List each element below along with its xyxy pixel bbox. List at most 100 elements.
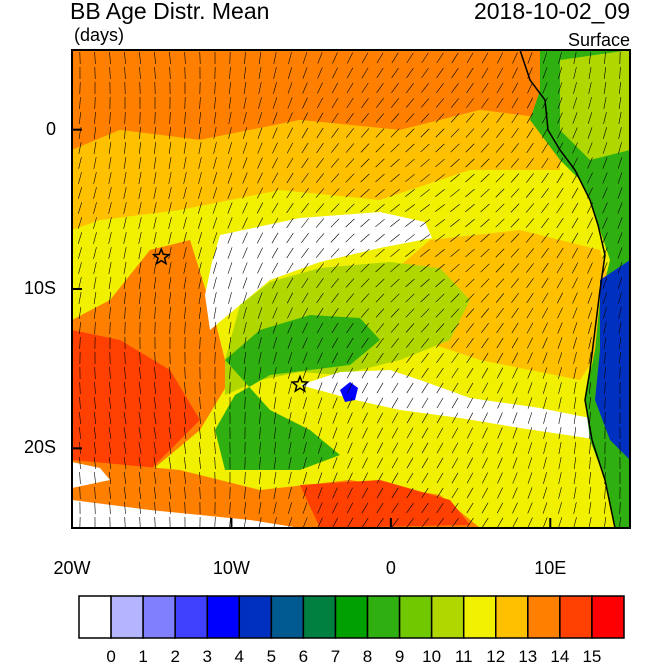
wind-barb <box>450 308 460 318</box>
wind-barb <box>78 277 82 289</box>
wind-barb <box>109 306 111 320</box>
wind-barb <box>406 412 414 424</box>
wind-barb <box>573 487 577 499</box>
wind-barb <box>273 502 277 514</box>
wind-barb <box>495 233 505 243</box>
wind-barb <box>302 517 308 528</box>
wind-barb <box>481 52 489 64</box>
wind-barb <box>138 262 142 274</box>
wind-barb <box>571 232 579 244</box>
wind-barb <box>317 67 323 79</box>
wind-barb <box>273 67 277 79</box>
wind-barb <box>376 367 384 379</box>
wind-barb <box>79 456 81 470</box>
wind-barb <box>361 52 369 64</box>
wind-barb <box>406 472 414 484</box>
wind-barb <box>288 412 292 424</box>
wind-barb <box>345 143 355 153</box>
star-marker <box>290 374 310 393</box>
wind-barb <box>495 218 505 228</box>
wind-barb <box>154 126 156 140</box>
wind-barb <box>391 412 399 424</box>
wind-barb <box>541 292 549 304</box>
wind-barb <box>227 157 233 169</box>
wind-barb <box>587 262 593 274</box>
wind-barb <box>302 337 308 349</box>
wind-barb <box>198 157 202 169</box>
wind-barb <box>197 217 203 229</box>
wind-barb <box>288 502 292 514</box>
wind-barb <box>199 336 201 350</box>
wind-barb <box>287 67 293 79</box>
wind-barb <box>436 338 444 348</box>
wind-barb <box>573 502 577 514</box>
wind-barb <box>376 412 384 424</box>
colorbar-label: 4 <box>234 647 245 666</box>
wind-barb <box>587 157 593 169</box>
wind-barb <box>512 412 518 424</box>
wind-barb <box>213 322 217 334</box>
wind-barb <box>542 502 548 514</box>
wind-barb <box>391 397 399 409</box>
colorbar-swatch <box>559 595 593 639</box>
wind-barb <box>435 263 445 273</box>
wind-barb <box>376 67 384 79</box>
wind-barb <box>617 172 623 184</box>
wind-barb <box>301 233 309 243</box>
wind-barb <box>435 113 445 123</box>
wind-barb <box>421 83 429 93</box>
wind-barb <box>558 427 562 439</box>
wind-barb <box>78 142 82 154</box>
wind-barb <box>495 263 505 273</box>
wind-barb <box>435 158 445 168</box>
wind-barb <box>541 187 549 199</box>
wind-barb <box>436 412 444 424</box>
wind-barb <box>154 52 156 64</box>
wind-barb <box>603 517 607 528</box>
wind-barb <box>303 412 307 424</box>
wind-barb <box>603 67 607 79</box>
wind-barb <box>214 336 216 350</box>
wind-barb <box>259 441 261 455</box>
wind-barb <box>510 248 520 258</box>
wind-barb <box>511 352 519 364</box>
wind-barb <box>603 112 607 124</box>
wind-barb <box>526 112 534 124</box>
wind-barb <box>229 501 231 515</box>
wind-barb <box>109 366 111 380</box>
wind-barb <box>480 218 490 228</box>
wind-barb <box>375 278 385 288</box>
wind-barb <box>302 367 308 379</box>
wind-barb <box>78 112 82 124</box>
wind-barb <box>108 427 112 439</box>
wind-barb <box>435 234 445 242</box>
wind-barb <box>405 173 415 183</box>
wind-barb <box>480 233 490 243</box>
wind-barb <box>228 322 232 334</box>
wind-barb <box>510 263 520 273</box>
wind-barb <box>108 202 112 214</box>
wind-barb <box>228 337 232 349</box>
wind-barb <box>450 219 460 227</box>
wind-barb <box>153 382 157 394</box>
wind-barb <box>481 352 489 364</box>
wind-barb <box>362 442 368 454</box>
wind-barb <box>480 278 490 288</box>
wind-barb <box>480 263 490 273</box>
wind-barb <box>420 173 430 183</box>
wind-barb <box>78 292 82 304</box>
colorbar-swatch <box>110 595 144 639</box>
wind-barb <box>139 111 141 125</box>
wind-barb <box>168 172 172 184</box>
wind-barb <box>168 442 172 454</box>
wind-barb <box>525 248 535 258</box>
wind-barb <box>361 337 369 349</box>
wind-barb <box>527 382 533 394</box>
wind-barb <box>557 337 563 349</box>
wind-barb <box>123 442 127 454</box>
wind-barb <box>198 307 202 319</box>
wind-barb <box>257 292 263 304</box>
wind-barb <box>618 112 622 124</box>
wind-barb <box>286 172 294 184</box>
wind-barb <box>481 113 489 123</box>
